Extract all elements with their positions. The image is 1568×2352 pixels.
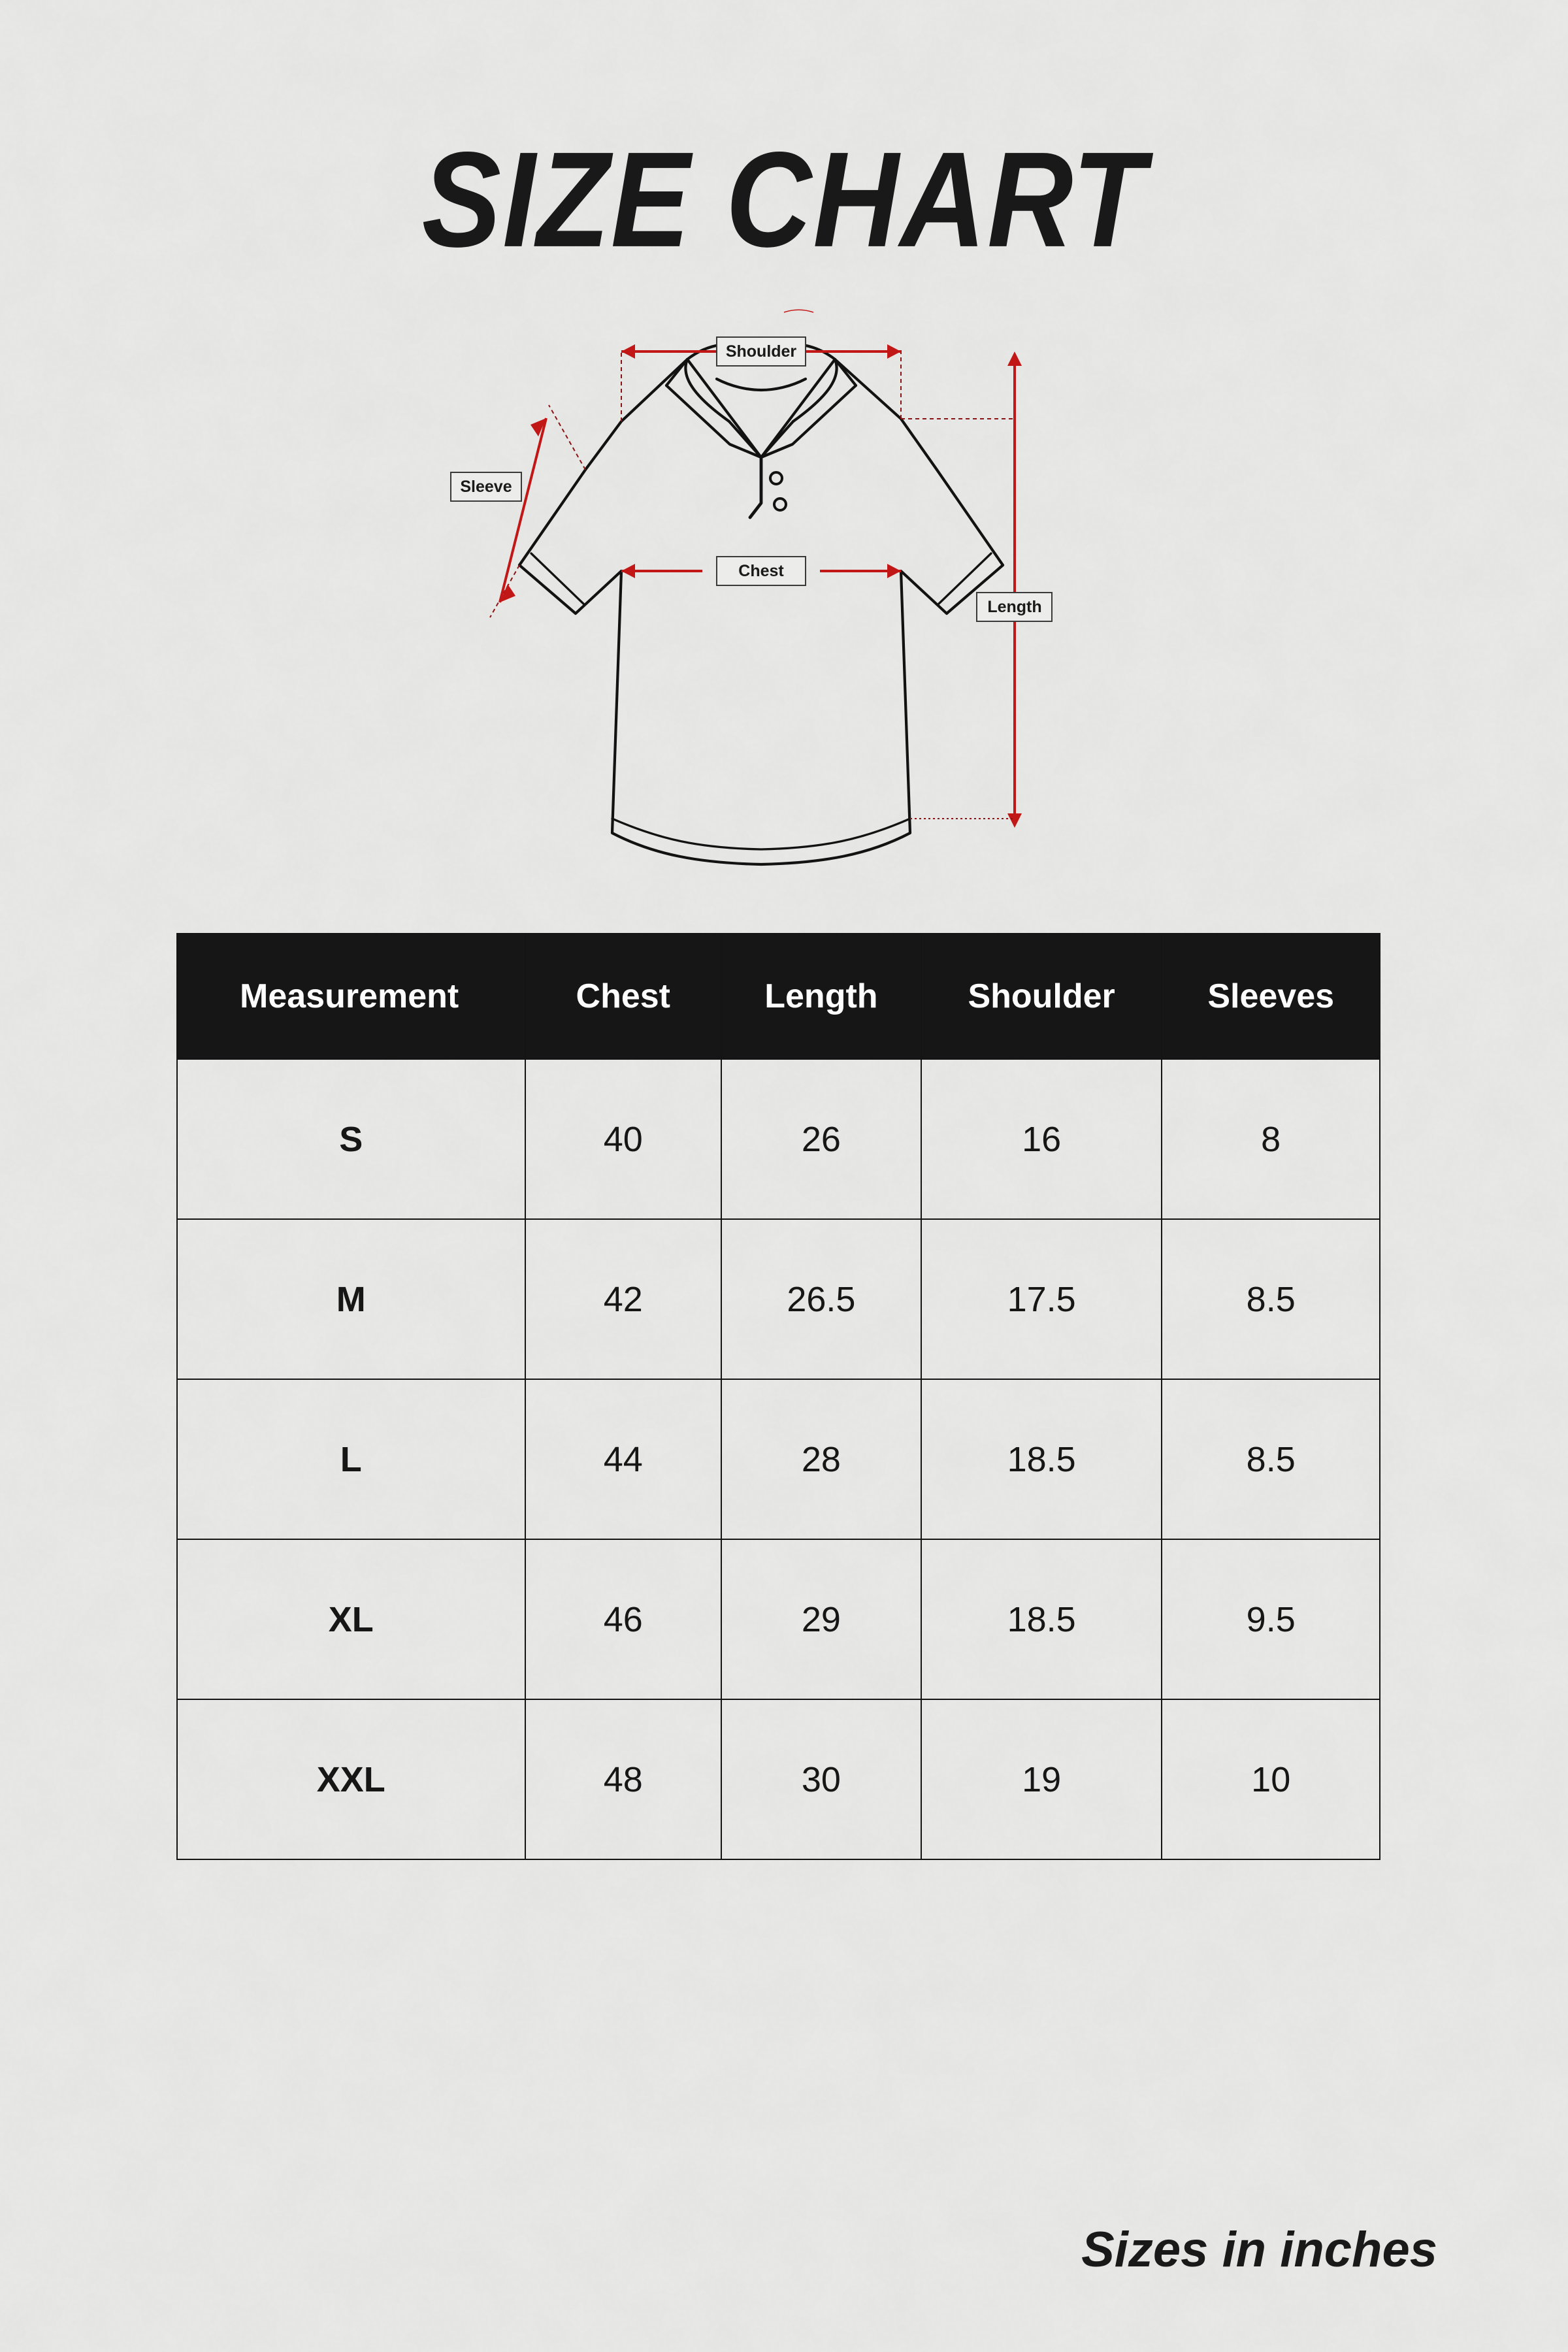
svg-text:Sleeve: Sleeve [460,478,512,496]
svg-text:Shoulder: Shoulder [726,342,797,361]
svg-text:Length: Length [987,598,1041,616]
svg-text:Chest: Chest [738,562,784,580]
